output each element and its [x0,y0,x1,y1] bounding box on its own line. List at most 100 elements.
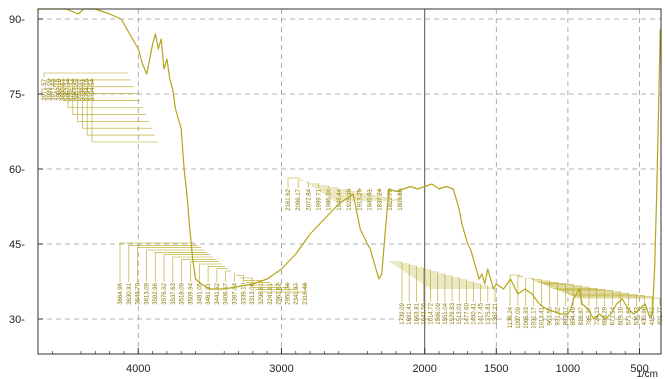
peak-label: 3890.67 [61,78,67,100]
peak-leader-line [408,273,446,302]
peak-leader-line [559,290,613,306]
peak-leader-line [249,282,279,286]
peak-leader-line [396,265,417,302]
peak-label: 571.84 [626,306,632,325]
peak-label: 2072.84 [306,188,312,210]
peak-leader-line [240,277,253,282]
peak-leader-line [509,274,520,306]
peak-label: 3461.81 [206,282,212,304]
peak-label: 3339.10 [241,282,247,304]
peak-label: 3296.61 [259,282,265,304]
peak-label: 3939.09 [47,78,53,100]
peak-leader-line [234,273,235,282]
peak-labels: 3971.573939.093917.623902.103890.673857.… [42,72,664,329]
x-tick-label: 500 [630,363,648,375]
peak-label: 785.27 [587,306,593,325]
peak-leader-line [181,259,216,282]
peak-leader-line [321,188,360,193]
peak-label: 1803.86 [398,188,404,210]
peak-label: 671.14 [611,306,617,325]
peak-leader-line [532,279,542,306]
peak-leader-line [246,282,271,283]
peak-label: 1375.81 [486,302,492,324]
peak-label: 3811.07 [76,78,82,100]
peak-leader-line [318,188,350,191]
peak-label: 3902.10 [56,78,62,100]
peak-leader-line [237,275,244,282]
peak-leader-line [43,72,128,78]
peak-label: 2962.62 [277,282,283,304]
peak-label: 1477.60 [464,302,470,324]
x-tick-label: 1000 [556,363,580,375]
peak-leader-line [571,295,645,306]
peak-label: 1013.41 [540,306,546,328]
peak-label: 3397.84 [233,282,239,304]
peak-label: 3509.94 [188,282,194,304]
peak-leader-line [297,179,303,188]
peak-label: 1928.38 [347,188,353,210]
spectrum-line [38,8,661,320]
peak-leader-line [207,266,225,282]
peak-leader-line [414,277,460,302]
peak-leader-line [287,177,300,188]
peak-label: 3917.62 [52,78,58,100]
peak-label: 536.43 [634,306,640,325]
grid-lines [38,9,661,354]
peak-label: 3613.09 [144,282,150,304]
peak-label: 3481.05 [197,282,203,304]
peak-label: 609.16 [619,306,625,325]
peak-leader-line [402,269,431,302]
peak-label: 819.87 [579,306,585,325]
y-tick-label: 45- [9,239,25,251]
y-tick-label: 30- [9,314,25,326]
peak-label: 3406.57 [224,282,230,304]
peak-leader-line [538,281,558,306]
peak-label: 1596.09 [436,302,442,324]
peak-label: 883.17 [563,306,569,325]
peak-label: 1529.83 [450,302,456,324]
peak-label: 3971.57 [42,78,48,100]
peak-leader-line [411,275,453,302]
peak-leader-line [128,245,198,282]
peak-label: 1739.09 [400,302,406,324]
peak-label: 2341.37 [294,282,300,304]
peak-leader-line [91,78,158,143]
peak-label: 2161.62 [286,188,292,210]
peak-leader-line [405,271,439,302]
peak-label: 3592.96 [153,282,159,304]
peak-label: 415.62 [650,306,656,325]
x-axis-unit: 1/cm [636,369,658,379]
peak-leader-line [393,263,410,302]
peak-leader-line [423,283,481,302]
peak-leader-line [53,78,134,88]
peak-leader-line [82,78,152,129]
peak-leader-line [58,78,137,94]
peak-label: 1136.24 [508,306,514,328]
peak-leader-line [306,181,309,188]
x-axis: 4000 3000 2000 1500 1000 500 [51,348,649,375]
peak-label: 854.49 [571,306,577,325]
peak-leader-line [309,183,319,188]
peak-leader-line [550,286,590,306]
peak-leader-line [556,289,606,306]
peak-leader-line [190,261,219,282]
peak-label: 683.29 [603,306,609,325]
peak-leader-line [553,288,598,306]
peak-leader-line [225,270,231,282]
peak-label: 3441.62 [215,282,221,304]
peak-label: 1822.79 [388,188,394,210]
peak-label: 3825.34 [71,78,77,100]
x-tick-label: 4000 [126,363,150,375]
peak-label: 3241.81 [268,282,274,304]
y-tick-label: 90- [9,14,25,26]
peak-label: 2316.48 [303,282,309,304]
peak-label: 1691.41 [407,302,413,324]
peak-leader-line [535,280,550,306]
peak-label: 3664.96 [118,282,124,304]
peak-leader-line [333,188,401,201]
peak-label: 1643.56 [421,302,427,324]
peak-label: 430.96 [642,306,648,325]
peak-label: 1097.09 [516,306,522,328]
